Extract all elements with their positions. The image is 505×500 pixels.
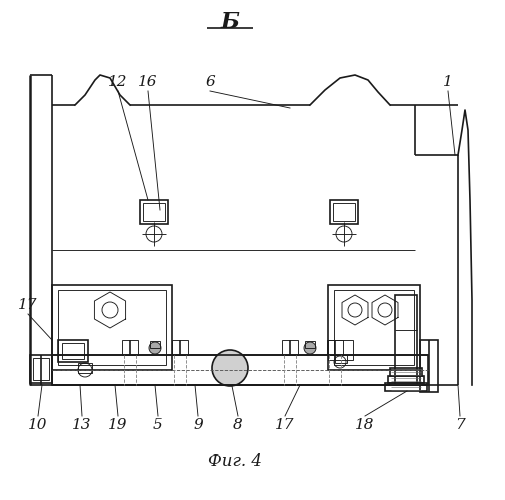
Bar <box>52 355 428 385</box>
Text: 17: 17 <box>275 418 295 432</box>
Circle shape <box>212 350 248 386</box>
Bar <box>385 383 427 391</box>
Bar <box>335 355 347 363</box>
Text: 18: 18 <box>355 418 375 432</box>
Text: 13: 13 <box>72 418 92 432</box>
Bar <box>33 358 49 380</box>
Text: Б: Б <box>221 11 239 33</box>
Text: 1: 1 <box>443 75 453 89</box>
Bar <box>328 340 353 360</box>
Bar <box>334 290 414 365</box>
Bar <box>140 200 168 224</box>
Text: 8: 8 <box>233 418 243 432</box>
Bar <box>172 340 188 355</box>
Text: 9: 9 <box>193 418 203 432</box>
Text: 19: 19 <box>108 418 128 432</box>
Bar <box>395 295 417 385</box>
Bar <box>390 368 422 376</box>
Bar <box>330 200 358 224</box>
Bar <box>122 340 138 355</box>
Bar <box>282 340 298 355</box>
Text: 10: 10 <box>28 418 48 432</box>
Bar <box>52 285 172 370</box>
Text: 16: 16 <box>138 75 158 89</box>
Bar <box>143 203 165 221</box>
Bar <box>58 340 88 362</box>
Bar <box>62 343 84 359</box>
Bar <box>150 341 160 348</box>
Bar <box>328 285 420 370</box>
Bar <box>58 290 166 365</box>
Bar <box>333 203 355 221</box>
Circle shape <box>149 342 161 354</box>
Bar <box>420 340 438 392</box>
Bar <box>305 341 315 348</box>
Text: 17: 17 <box>18 298 38 312</box>
Bar <box>327 340 343 355</box>
Text: 12: 12 <box>108 75 128 89</box>
Bar <box>78 363 92 373</box>
Text: Фиг. 4: Фиг. 4 <box>208 454 262 470</box>
Circle shape <box>304 342 316 354</box>
Bar <box>388 376 424 383</box>
Text: 7: 7 <box>455 418 465 432</box>
Text: 5: 5 <box>153 418 163 432</box>
Bar <box>30 355 52 383</box>
Text: 6: 6 <box>205 75 215 89</box>
